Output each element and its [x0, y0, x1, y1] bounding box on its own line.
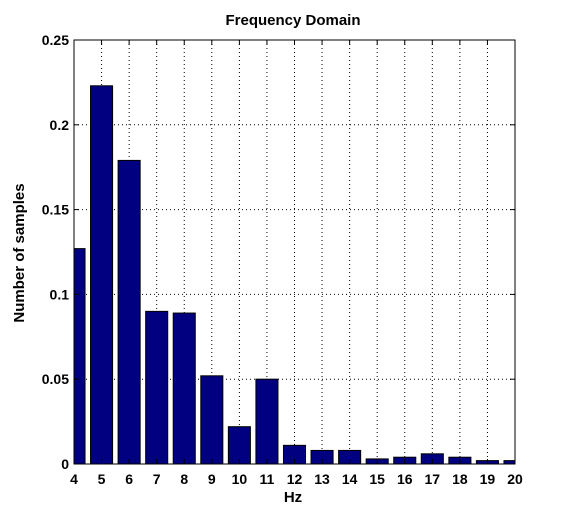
y-tick-label: 0.25 — [42, 32, 69, 48]
x-tick-label: 16 — [397, 471, 413, 487]
bar-8hz — [172, 312, 196, 464]
x-tick-label: 6 — [125, 471, 133, 487]
bar-11hz — [255, 378, 279, 464]
x-tick-label: 14 — [342, 471, 358, 487]
x-tick-label: 17 — [425, 471, 441, 487]
y-tick-label: 0.05 — [42, 371, 69, 387]
bar-17hz — [420, 453, 444, 464]
bar-13hz — [310, 449, 334, 464]
y-tick-labels: 0 0.05 0.1 0.15 0.2 0.25 — [42, 32, 69, 472]
y-tick-label: 0.15 — [42, 202, 69, 218]
y-axis-label: Number of samples — [11, 183, 28, 322]
bar-10hz — [227, 426, 251, 464]
y-tick-label: 0 — [61, 456, 69, 472]
x-tick-label: 13 — [314, 471, 330, 487]
bar-7hz — [145, 310, 169, 464]
y-tick-label: 0.2 — [50, 117, 70, 133]
bars — [74, 85, 515, 464]
x-axis-label: Hz — [284, 489, 302, 506]
x-tick-label: 4 — [70, 471, 78, 487]
x-tick-label: 7 — [153, 471, 161, 487]
y-tick-label: 0.1 — [50, 286, 70, 302]
x-tick-label: 12 — [287, 471, 303, 487]
x-tick-label: 11 — [260, 471, 275, 487]
x-tick-labels: 4 5 6 7 8 9 10 11 12 13 14 15 16 17 18 19 20 — [70, 471, 523, 487]
bar-5hz — [90, 85, 114, 464]
x-tick-label: 18 — [452, 471, 468, 487]
x-tick-label: 19 — [480, 471, 496, 487]
bar-20hz — [503, 460, 515, 464]
chart-title: Frequency Domain — [225, 12, 360, 29]
x-tick-label: 9 — [208, 471, 216, 487]
x-tick-label: 5 — [98, 471, 106, 487]
bar-6hz — [117, 159, 141, 464]
bar-4hz — [74, 248, 86, 464]
x-tick-label: 20 — [507, 471, 523, 487]
grid-lines — [74, 40, 515, 464]
x-tick-label: 8 — [180, 471, 188, 487]
bar-14hz — [338, 449, 362, 464]
axis-ticks — [73, 39, 516, 465]
x-tick-label: 15 — [369, 471, 385, 487]
x-tick-label: 10 — [232, 471, 248, 487]
bar-9hz — [200, 375, 224, 464]
